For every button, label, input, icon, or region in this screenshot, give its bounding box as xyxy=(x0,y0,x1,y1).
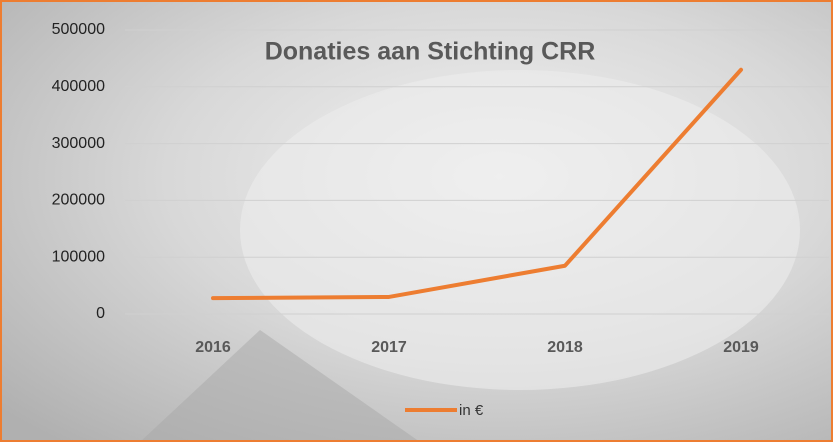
photo-shape xyxy=(240,70,800,390)
x-tick-label: 2016 xyxy=(195,339,231,356)
y-tick-label: 300000 xyxy=(52,135,105,152)
x-tick-label: 2018 xyxy=(547,339,583,356)
y-tick-label: 400000 xyxy=(52,78,105,95)
chart-title: Donaties aan Stichting CRR xyxy=(265,38,596,66)
x-tick-label: 2017 xyxy=(371,339,407,356)
y-tick-label: 0 xyxy=(96,305,105,322)
y-tick-label: 500000 xyxy=(52,21,105,38)
y-tick-label: 100000 xyxy=(52,248,105,265)
photo-shape xyxy=(140,330,420,442)
y-tick-label: 200000 xyxy=(52,192,105,209)
legend-label: in € xyxy=(459,402,484,419)
x-tick-label: 2019 xyxy=(723,339,759,356)
data-line xyxy=(211,67,743,301)
